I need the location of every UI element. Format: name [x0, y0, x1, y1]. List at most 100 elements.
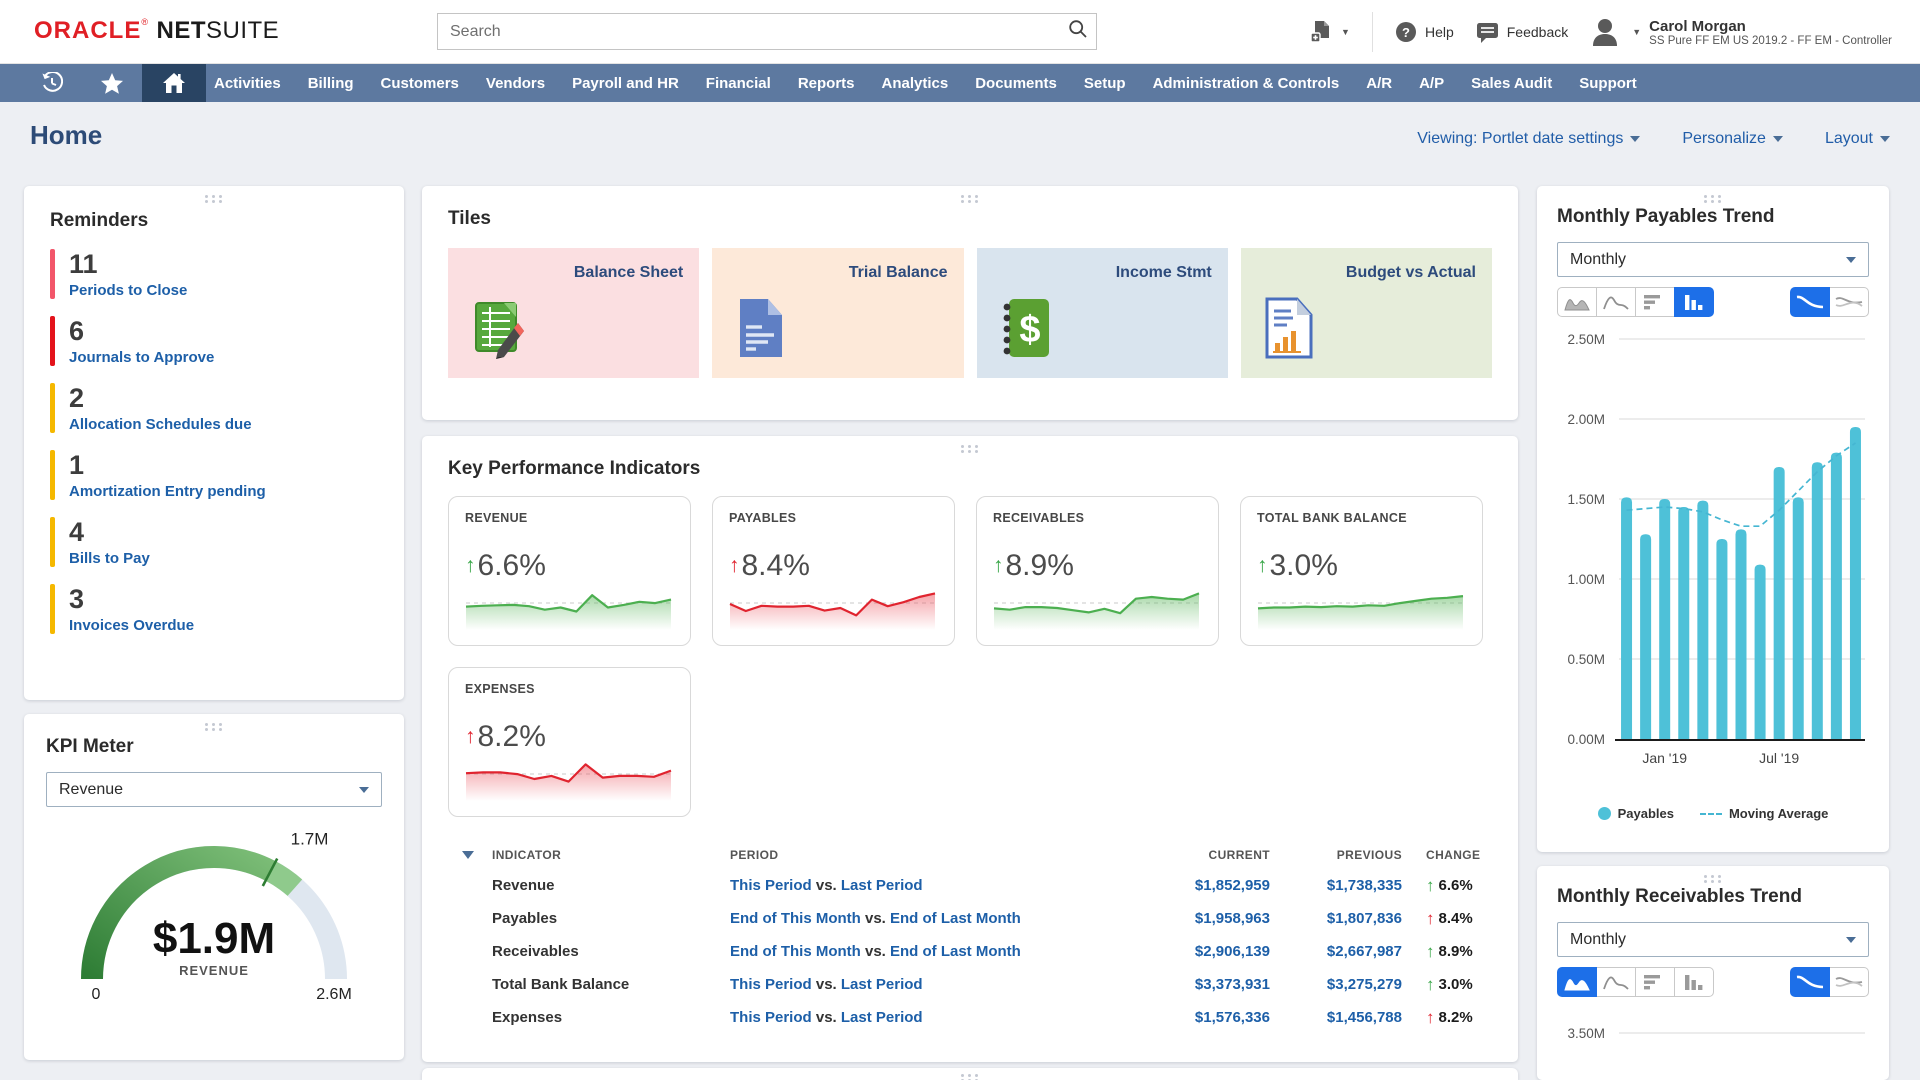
line-chart-button[interactable] [1596, 967, 1636, 997]
tile-label: Budget vs Actual [1345, 264, 1476, 281]
recent-records-icon[interactable] [22, 64, 82, 102]
reminder-link[interactable]: Journals to Approve [69, 349, 215, 366]
drag-handle[interactable] [961, 445, 964, 448]
shortcuts-star-icon[interactable] [82, 64, 142, 102]
nav-item-setup[interactable]: Setup [1083, 74, 1126, 92]
current-value: $2,906,139 [1194, 943, 1270, 960]
kpi-card-value: ↑ 8.2% [465, 720, 546, 754]
feedback-button[interactable]: Feedback [1476, 21, 1568, 43]
reminder-text: 6 Journals to Approve [69, 316, 214, 366]
nav-item-financial[interactable]: Financial [705, 74, 771, 92]
reminders-title: Reminders [50, 210, 149, 231]
nav-item-sales-audit[interactable]: Sales Audit [1471, 74, 1553, 92]
tile-trial-balance[interactable]: Trial Balance [712, 248, 964, 378]
drag-handle[interactable] [961, 1074, 964, 1077]
help-button[interactable]: ? Help [1395, 21, 1454, 43]
period-link[interactable]: Last Period [840, 976, 923, 993]
hbar-chart-button[interactable] [1635, 967, 1675, 997]
period-link[interactable]: Last Period [840, 1009, 923, 1026]
smooth-line-button[interactable] [1790, 287, 1830, 317]
drag-handle[interactable] [205, 195, 208, 198]
home-tab[interactable] [142, 64, 206, 102]
kpi-card-revenue[interactable]: REVENUE ↑ 6.6% [448, 496, 691, 646]
reminder-link[interactable]: Allocation Schedules due [69, 416, 252, 433]
area-chart-button[interactable] [1557, 967, 1597, 997]
nav-item-analytics[interactable]: Analytics [881, 74, 949, 92]
trend-up-arrow-icon: ↑ [1426, 941, 1435, 961]
period-link[interactable]: This Period [730, 877, 812, 894]
drag-handle[interactable] [961, 195, 964, 198]
reminder-link[interactable]: Invoices Overdue [69, 617, 195, 634]
kpi-cards: REVENUE ↑ 6.6% PAYABLES ↑ 8.4% RECEIVABLES ↑ 8.9… [448, 496, 1492, 817]
multi-line-button[interactable] [1829, 967, 1869, 997]
reminder-link[interactable]: Bills to Pay [69, 550, 150, 567]
nav-item-documents[interactable]: Documents [975, 74, 1057, 92]
nav-item-payroll-and-hr[interactable]: Payroll and HR [572, 74, 679, 92]
help-label: Help [1424, 24, 1454, 40]
receivables-chart: 3.50M [1567, 1026, 1865, 1041]
kpi-card-payables[interactable]: PAYABLES ↑ 8.4% [712, 496, 955, 646]
kpi-meter-select[interactable]: Revenue [46, 772, 382, 807]
nav-item-support[interactable]: Support [1579, 74, 1637, 92]
drag-handle[interactable] [205, 723, 208, 726]
reminder-item: 4 Bills to Pay [50, 517, 378, 567]
change-cell: ↑ 8.4% [1402, 909, 1512, 929]
svg-text:1.00M: 1.00M [1567, 572, 1605, 587]
nav-item-reports[interactable]: Reports [797, 74, 855, 92]
kpi-card-total-bank-balance[interactable]: TOTAL BANK BALANCE ↑ 3.0% [1240, 496, 1483, 646]
receivables-trend-select[interactable]: Monthly [1557, 922, 1869, 957]
search-input[interactable] [438, 22, 1060, 41]
trend-up-arrow-icon: ↑ [1426, 875, 1435, 895]
reminder-text: 2 Allocation Schedules due [69, 383, 252, 433]
personalize-menu[interactable]: Personalize [1682, 130, 1783, 148]
page-title: Home [30, 120, 103, 150]
create-new-menu[interactable]: ▼ [1309, 19, 1350, 45]
tile-budget-vs-actual[interactable]: Budget vs Actual [1240, 248, 1492, 378]
indicator-name: Total Bank Balance [492, 976, 630, 993]
nav-item-a-r[interactable]: A/R [1366, 74, 1393, 92]
payables-trend-select[interactable]: Monthly [1557, 242, 1869, 277]
period-link[interactable]: This Period [730, 976, 812, 993]
vbar-chart-button[interactable] [1674, 967, 1714, 997]
tile-income-stmt[interactable]: Income Stmt $ [976, 248, 1228, 378]
tile-balance-sheet[interactable]: Balance Sheet [448, 248, 700, 378]
table-filter-toggle[interactable] [462, 851, 474, 859]
area-chart-button[interactable] [1557, 287, 1597, 317]
user-menu[interactable]: ▼ Carol Morgan SS Pure FF EM US 2019.2 -… [1590, 17, 1892, 47]
reminder-link[interactable]: Periods to Close [69, 282, 188, 299]
drag-handle[interactable] [1704, 195, 1707, 198]
column-header-indicator: INDICATOR [492, 848, 562, 862]
multi-line-button[interactable] [1829, 287, 1869, 317]
viewing-settings-menu[interactable]: Viewing: Portlet date settings [1417, 130, 1641, 148]
period-link[interactable]: End of This Month [730, 943, 861, 960]
drag-handle[interactable] [1704, 875, 1707, 878]
line-chart-button[interactable] [1596, 287, 1636, 317]
change-cell: ↑ 3.0% [1402, 975, 1512, 995]
hbar-chart-button[interactable] [1635, 287, 1675, 317]
period-link[interactable]: Last Period [840, 877, 923, 894]
period-link[interactable]: End of Last Month [890, 943, 1021, 960]
reminder-text: 3 Invoices Overdue [69, 584, 194, 634]
nav-item-vendors[interactable]: Vendors [485, 74, 546, 92]
avatar [1593, 19, 1618, 46]
period-link[interactable]: This Period [730, 1009, 812, 1026]
nav-item-a-p[interactable]: A/P [1419, 74, 1445, 92]
period-link[interactable]: End of Last Month [890, 910, 1021, 927]
search-icon[interactable] [1060, 19, 1096, 44]
kpi-card-receivables[interactable]: RECEIVABLES ↑ 8.9% [976, 496, 1219, 646]
nav-item-customers[interactable]: Customers [380, 74, 459, 92]
reminder-link[interactable]: Amortization Entry pending [69, 483, 266, 500]
period-link[interactable]: End of This Month [730, 910, 861, 927]
svg-text:2.00M: 2.00M [1567, 412, 1605, 427]
svg-text:?: ? [1402, 25, 1410, 40]
layout-menu[interactable]: Layout [1825, 130, 1890, 148]
smooth-line-button[interactable] [1790, 967, 1830, 997]
nav-item-activities[interactable]: Activities [214, 74, 281, 92]
vbar-chart-button[interactable] [1674, 287, 1714, 317]
nav-item-billing[interactable]: Billing [307, 74, 354, 92]
trend-up-arrow-icon: ↑ [465, 725, 476, 748]
kpi-sparkline [464, 578, 673, 635]
nav-item-administration-controls[interactable]: Administration & Controls [1152, 74, 1340, 92]
netsuite-wordmark-bold: NET [156, 17, 206, 44]
kpi-card-expenses[interactable]: EXPENSES ↑ 8.2% [448, 667, 691, 817]
